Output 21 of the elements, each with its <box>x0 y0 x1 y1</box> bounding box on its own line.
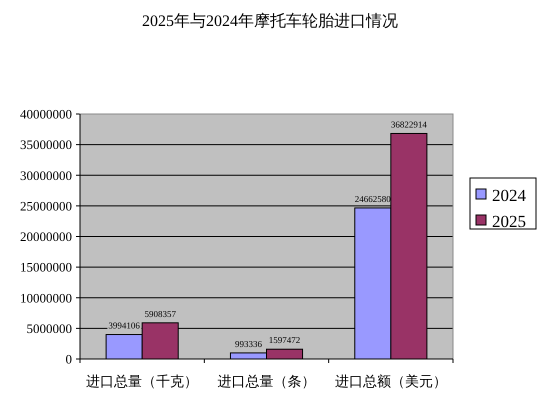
legend-label: 2024 <box>492 186 526 205</box>
x-tick-label: 进口总额（美元） <box>334 374 447 390</box>
data-label: 5908357 <box>144 308 176 319</box>
data-label: 24662580 <box>354 194 392 204</box>
data-label: 3994106 <box>108 320 140 331</box>
data-label: 1597472 <box>268 335 300 346</box>
y-tick-label: 0 <box>66 352 72 366</box>
y-tick-label: 20000000 <box>20 229 72 244</box>
y-tick-label: 25000000 <box>20 198 72 214</box>
x-tick-label: 进口总量（千克） <box>86 374 198 390</box>
chart-title: 2025年与2024年摩托车轮胎进口情况 <box>142 12 398 30</box>
x-tick-label: 进口总量（条） <box>218 374 316 390</box>
y-tick-label: 30000000 <box>20 168 72 183</box>
legend-label: 2025 <box>492 212 526 231</box>
data-label: 36822914 <box>390 119 428 130</box>
y-tick-label: 40000000 <box>20 106 72 122</box>
y-tick-label: 10000000 <box>20 290 72 306</box>
data-label: 993336 <box>234 338 262 349</box>
y-tick-label: 35000000 <box>20 137 72 152</box>
y-tick-label: 5000000 <box>26 320 72 336</box>
y-tick-label: 15000000 <box>20 260 72 275</box>
